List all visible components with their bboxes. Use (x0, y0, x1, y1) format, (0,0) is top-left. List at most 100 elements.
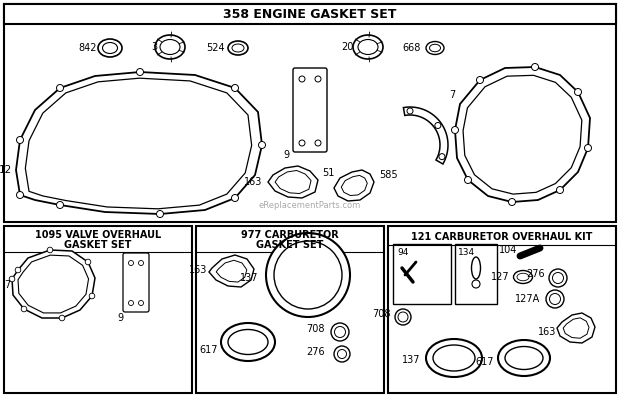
Circle shape (585, 145, 591, 152)
FancyBboxPatch shape (293, 68, 327, 152)
Circle shape (17, 191, 24, 198)
Text: 121 CARBURETOR OVERHAUL KIT: 121 CARBURETOR OVERHAUL KIT (411, 232, 593, 242)
Polygon shape (334, 170, 374, 201)
Ellipse shape (430, 44, 440, 52)
Polygon shape (557, 313, 595, 343)
Text: 7: 7 (449, 90, 455, 100)
Polygon shape (25, 78, 252, 209)
Circle shape (477, 77, 484, 83)
Ellipse shape (155, 35, 185, 59)
Circle shape (549, 269, 567, 287)
Text: 1095 VALVE OVERHAUL: 1095 VALVE OVERHAUL (35, 230, 161, 240)
Circle shape (56, 85, 63, 91)
Polygon shape (563, 318, 589, 338)
Text: GASKET SET: GASKET SET (64, 240, 131, 250)
Polygon shape (455, 67, 590, 202)
Ellipse shape (98, 39, 122, 57)
Circle shape (85, 259, 91, 265)
Circle shape (266, 233, 350, 317)
Circle shape (334, 346, 350, 362)
Circle shape (331, 323, 349, 341)
Text: 708: 708 (373, 309, 391, 319)
Circle shape (451, 127, 459, 133)
Circle shape (439, 154, 445, 160)
Polygon shape (275, 170, 311, 193)
Circle shape (552, 272, 564, 283)
Bar (4, 226, 192, 393)
Circle shape (138, 301, 143, 306)
Text: 358 ENGINE GASKET SET: 358 ENGINE GASKET SET (223, 8, 397, 21)
Text: 137: 137 (402, 355, 420, 365)
Circle shape (47, 247, 53, 253)
Text: 524: 524 (206, 43, 225, 53)
Circle shape (472, 280, 480, 288)
Text: 9: 9 (117, 313, 123, 323)
Polygon shape (268, 166, 318, 198)
Bar (393, 244, 451, 304)
Text: 20: 20 (342, 42, 354, 52)
Circle shape (299, 140, 305, 146)
Polygon shape (12, 250, 95, 318)
Polygon shape (463, 75, 582, 194)
Ellipse shape (232, 44, 244, 52)
Circle shape (575, 89, 582, 96)
Text: 585: 585 (379, 170, 398, 180)
Text: 276: 276 (526, 269, 545, 279)
Text: 842: 842 (79, 43, 97, 53)
Text: 127: 127 (492, 272, 510, 282)
Polygon shape (404, 107, 448, 164)
Circle shape (407, 108, 413, 114)
Circle shape (128, 260, 133, 266)
Bar (4, 4, 616, 222)
Circle shape (16, 267, 21, 273)
Circle shape (508, 198, 515, 206)
Text: GASKET SET: GASKET SET (256, 240, 324, 250)
Ellipse shape (498, 340, 550, 376)
Text: 163: 163 (538, 327, 556, 337)
Circle shape (549, 293, 560, 304)
Circle shape (546, 290, 564, 308)
Ellipse shape (471, 257, 480, 279)
Polygon shape (216, 260, 247, 282)
Circle shape (315, 140, 321, 146)
Text: 163: 163 (188, 265, 207, 275)
Circle shape (56, 202, 63, 208)
Circle shape (398, 312, 408, 322)
Circle shape (337, 349, 347, 358)
Text: 127A: 127A (515, 294, 540, 304)
Circle shape (315, 76, 321, 82)
Text: 7: 7 (4, 280, 10, 290)
Ellipse shape (228, 41, 248, 55)
Circle shape (138, 260, 143, 266)
Circle shape (299, 76, 305, 82)
FancyBboxPatch shape (123, 253, 149, 312)
Circle shape (59, 315, 65, 321)
Ellipse shape (426, 339, 482, 377)
Circle shape (557, 187, 564, 193)
Text: 9: 9 (284, 150, 290, 160)
Text: 668: 668 (402, 43, 421, 53)
Text: 977 CARBURETOR: 977 CARBURETOR (241, 230, 339, 240)
Text: 94: 94 (397, 248, 409, 257)
Text: 3: 3 (151, 42, 157, 52)
Text: 134: 134 (458, 248, 475, 257)
Circle shape (89, 293, 95, 299)
Circle shape (156, 210, 164, 218)
Circle shape (274, 241, 342, 309)
Text: 12: 12 (0, 165, 12, 175)
Ellipse shape (353, 35, 383, 59)
Ellipse shape (102, 42, 118, 54)
Text: 104: 104 (498, 245, 517, 255)
Text: 163: 163 (244, 177, 262, 187)
Bar (4, 4, 616, 24)
Ellipse shape (358, 39, 378, 54)
Polygon shape (209, 255, 254, 287)
Polygon shape (341, 175, 367, 196)
Polygon shape (16, 72, 262, 214)
Circle shape (231, 195, 239, 202)
Ellipse shape (160, 39, 180, 54)
Text: 51: 51 (322, 168, 335, 178)
Ellipse shape (221, 323, 275, 361)
Bar (388, 226, 616, 393)
Ellipse shape (513, 270, 533, 283)
